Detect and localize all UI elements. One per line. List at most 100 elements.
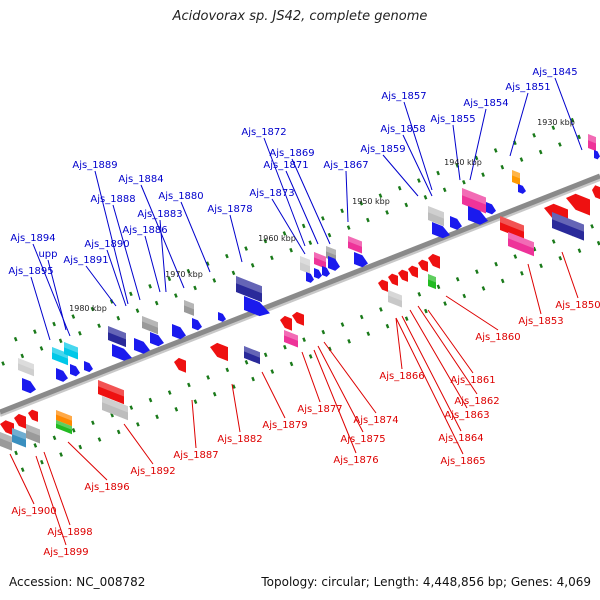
- track-dot: [270, 255, 274, 261]
- leader-line: [285, 170, 319, 245]
- track-dot: [52, 321, 56, 327]
- gene-box: [56, 420, 72, 435]
- track-dot: [455, 276, 460, 282]
- track-dot: [347, 339, 351, 344]
- track-dot: [462, 179, 466, 185]
- gene-arrow: [0, 420, 14, 436]
- track-dot: [551, 239, 556, 244]
- gene-label: Ajs_1845: [532, 67, 577, 78]
- leader-line: [395, 317, 403, 370]
- gene-label: Ajs_1854: [463, 98, 508, 109]
- gene-box: [512, 170, 520, 186]
- gene-label: Ajs_1857: [381, 91, 426, 102]
- track-dot: [404, 316, 409, 321]
- leader-line: [345, 170, 349, 223]
- gene-label: Ajs_1890: [84, 239, 129, 250]
- track-dot: [58, 338, 63, 344]
- track-dot: [148, 397, 153, 403]
- track-dot: [282, 231, 287, 236]
- gene-label: Ajs_1855: [430, 114, 475, 125]
- leader-line: [106, 249, 127, 307]
- gene-label: Ajs_1863: [444, 410, 489, 421]
- track-dot: [500, 278, 505, 284]
- gene-arrow: [354, 252, 368, 268]
- track-dot: [302, 337, 306, 342]
- tick-label: 1980 kbp: [69, 304, 107, 313]
- gene-box: [300, 256, 310, 274]
- track-dot: [404, 202, 409, 208]
- gene-box-highlight: [588, 134, 596, 144]
- gene-label: Ajs_1867: [323, 160, 368, 171]
- gene-box-highlight: [108, 326, 126, 340]
- track-dot: [378, 193, 383, 199]
- gene-label: Ajs_1862: [454, 396, 499, 407]
- leader-line: [94, 170, 129, 305]
- gene-arrow: [594, 150, 600, 160]
- gene-label: Ajs_1886: [122, 225, 167, 236]
- leader-line: [159, 219, 167, 293]
- track-dot: [250, 263, 255, 268]
- gene-box: [428, 206, 444, 227]
- gene-labels: Ajs_1845 Ajs_1851 Ajs_1854 Ajs_1857 Ajs_1855…: [8, 67, 600, 558]
- track-dot: [78, 330, 82, 336]
- gene-box-highlight: [512, 170, 520, 179]
- track-dot: [308, 240, 313, 245]
- leader-line: [263, 137, 306, 247]
- gene-box: [388, 290, 402, 308]
- gene-box-highlight: [326, 246, 336, 256]
- gene-arrow: [328, 256, 340, 271]
- label-leader-lines: [9, 77, 583, 546]
- track-dot: [40, 459, 44, 465]
- track-dot: [225, 367, 230, 373]
- gene-arrow: [56, 368, 68, 382]
- leader-line: [261, 371, 286, 419]
- gene-label: Ajs_1851: [505, 82, 550, 93]
- leader-line: [402, 134, 433, 197]
- gene-box-highlight: [428, 206, 444, 219]
- track-dot: [424, 308, 428, 314]
- tick-label: 1940 kbp: [444, 158, 482, 167]
- tick-labels: 1930 kbp 1940 kbp 1950 kbp 1960 kbp 1970 kbp…: [69, 118, 575, 313]
- track-dot: [71, 314, 76, 319]
- gene-box: [0, 432, 12, 451]
- track-dot: [532, 132, 536, 138]
- leader-line: [313, 349, 357, 454]
- track-dot: [14, 450, 18, 456]
- gene-box-highlight: [388, 290, 402, 301]
- gene-label: Ajs_1892: [130, 466, 175, 477]
- gene-arrow: [518, 184, 526, 194]
- track-dot: [558, 255, 563, 261]
- gene-label: Ajs_1865: [440, 456, 485, 467]
- track-dot: [109, 299, 114, 304]
- gene-arrow: [398, 269, 408, 282]
- gene-label: Ajs_1872: [241, 127, 286, 138]
- gene-box: [508, 232, 534, 257]
- gene-arrow: [84, 361, 93, 373]
- gene-box: [142, 316, 158, 335]
- track-dot: [493, 148, 498, 153]
- gene-label: Ajs_1871: [263, 160, 308, 171]
- gene-arrow: [134, 338, 150, 354]
- gene-box: [64, 342, 78, 360]
- track-dot: [443, 301, 447, 306]
- leader-line: [561, 251, 579, 299]
- gene-box: [236, 276, 262, 303]
- gene-box: [18, 358, 34, 377]
- track-dot: [346, 225, 351, 230]
- track-dot: [558, 142, 562, 147]
- track-dot: [366, 331, 371, 337]
- gene-box-highlight: [26, 424, 40, 436]
- track-dot: [289, 361, 294, 367]
- track-dot: [232, 384, 236, 389]
- gene-arrow: [592, 185, 600, 200]
- leader-line: [291, 158, 331, 245]
- gene-box-highlight: [184, 300, 194, 310]
- track-dot: [244, 360, 249, 365]
- leader-line: [452, 124, 461, 181]
- gene-box: [108, 326, 126, 348]
- track-dot: [33, 443, 38, 448]
- track-dot: [39, 346, 44, 351]
- gene-box: [314, 252, 326, 269]
